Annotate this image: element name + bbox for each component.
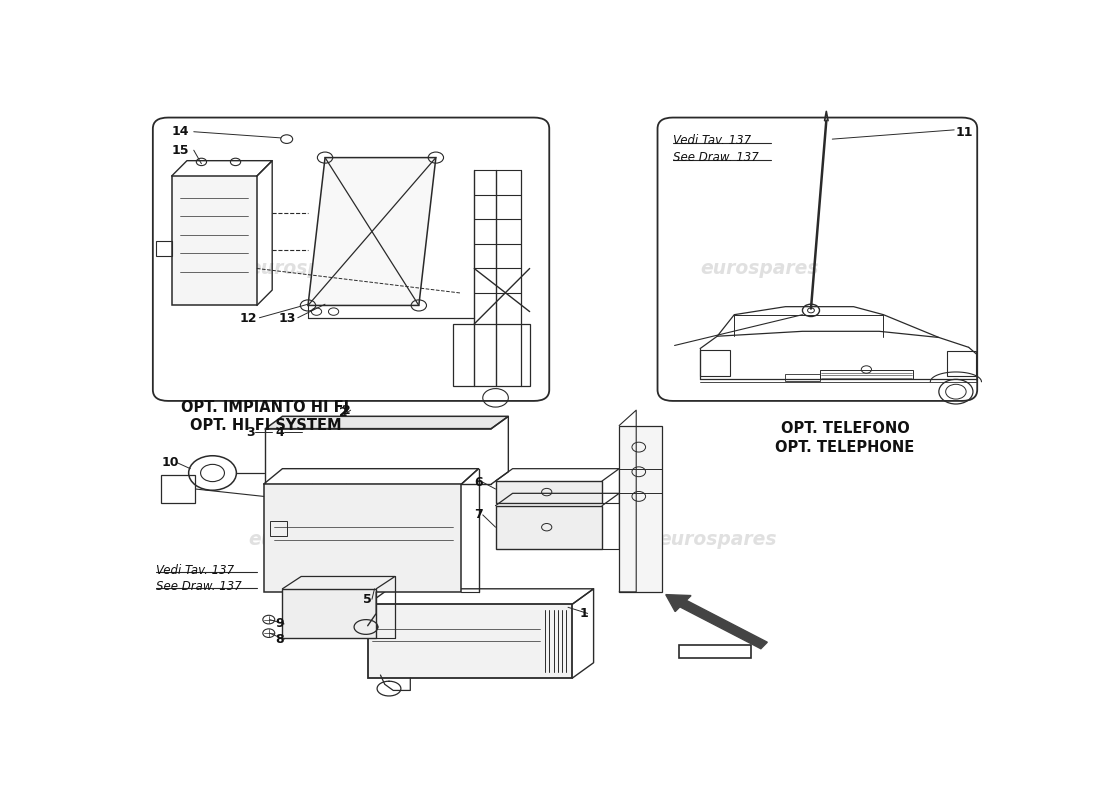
Text: See Draw. 137: See Draw. 137 [156, 580, 242, 593]
Bar [156, 241, 172, 256]
Text: 9: 9 [276, 618, 284, 630]
Text: 7: 7 [474, 508, 483, 522]
FancyArrow shape [666, 594, 768, 649]
Bar [679, 646, 751, 658]
Text: eurospares: eurospares [658, 530, 777, 549]
Bar [785, 374, 820, 381]
Text: 13: 13 [278, 313, 296, 326]
Bar [495, 506, 602, 549]
Text: 1: 1 [579, 607, 587, 620]
Text: OPT. TELEPHONE: OPT. TELEPHONE [776, 440, 915, 454]
Text: 4: 4 [276, 426, 285, 439]
Text: 11: 11 [956, 126, 974, 139]
Bar [947, 351, 977, 376]
Text: 2: 2 [342, 404, 351, 417]
Text: Vedi Tav. 137: Vedi Tav. 137 [673, 134, 751, 147]
Bar [264, 484, 461, 592]
Text: OPT. IMPIANTO HI FI: OPT. IMPIANTO HI FI [182, 399, 350, 414]
Bar [619, 426, 662, 592]
Text: 3: 3 [246, 426, 255, 439]
Text: 14: 14 [172, 126, 189, 138]
Bar [453, 324, 530, 386]
Text: OPT. HI FI SYSTEM: OPT. HI FI SYSTEM [189, 418, 341, 433]
Text: 5: 5 [363, 593, 372, 606]
Text: 6: 6 [474, 476, 483, 489]
Text: 8: 8 [276, 633, 284, 646]
Text: 2: 2 [340, 406, 349, 418]
Bar [172, 176, 257, 306]
Polygon shape [308, 158, 436, 306]
Bar [700, 350, 730, 376]
Text: eurospares: eurospares [249, 259, 367, 278]
Bar [820, 370, 913, 379]
Bar [283, 589, 376, 638]
Text: 12: 12 [240, 313, 257, 326]
Polygon shape [265, 416, 508, 429]
Text: 10: 10 [162, 456, 179, 469]
Text: eurospares: eurospares [249, 530, 367, 549]
Bar [495, 481, 602, 502]
Bar [270, 521, 287, 537]
Text: OPT. TELEFONO: OPT. TELEFONO [781, 421, 910, 436]
Bar [367, 604, 572, 678]
Text: 15: 15 [172, 144, 189, 157]
Text: eurospares: eurospares [701, 259, 820, 278]
Text: See Draw. 137: See Draw. 137 [673, 151, 759, 164]
Text: Vedi Tav. 137: Vedi Tav. 137 [156, 564, 234, 577]
Bar [162, 475, 196, 502]
